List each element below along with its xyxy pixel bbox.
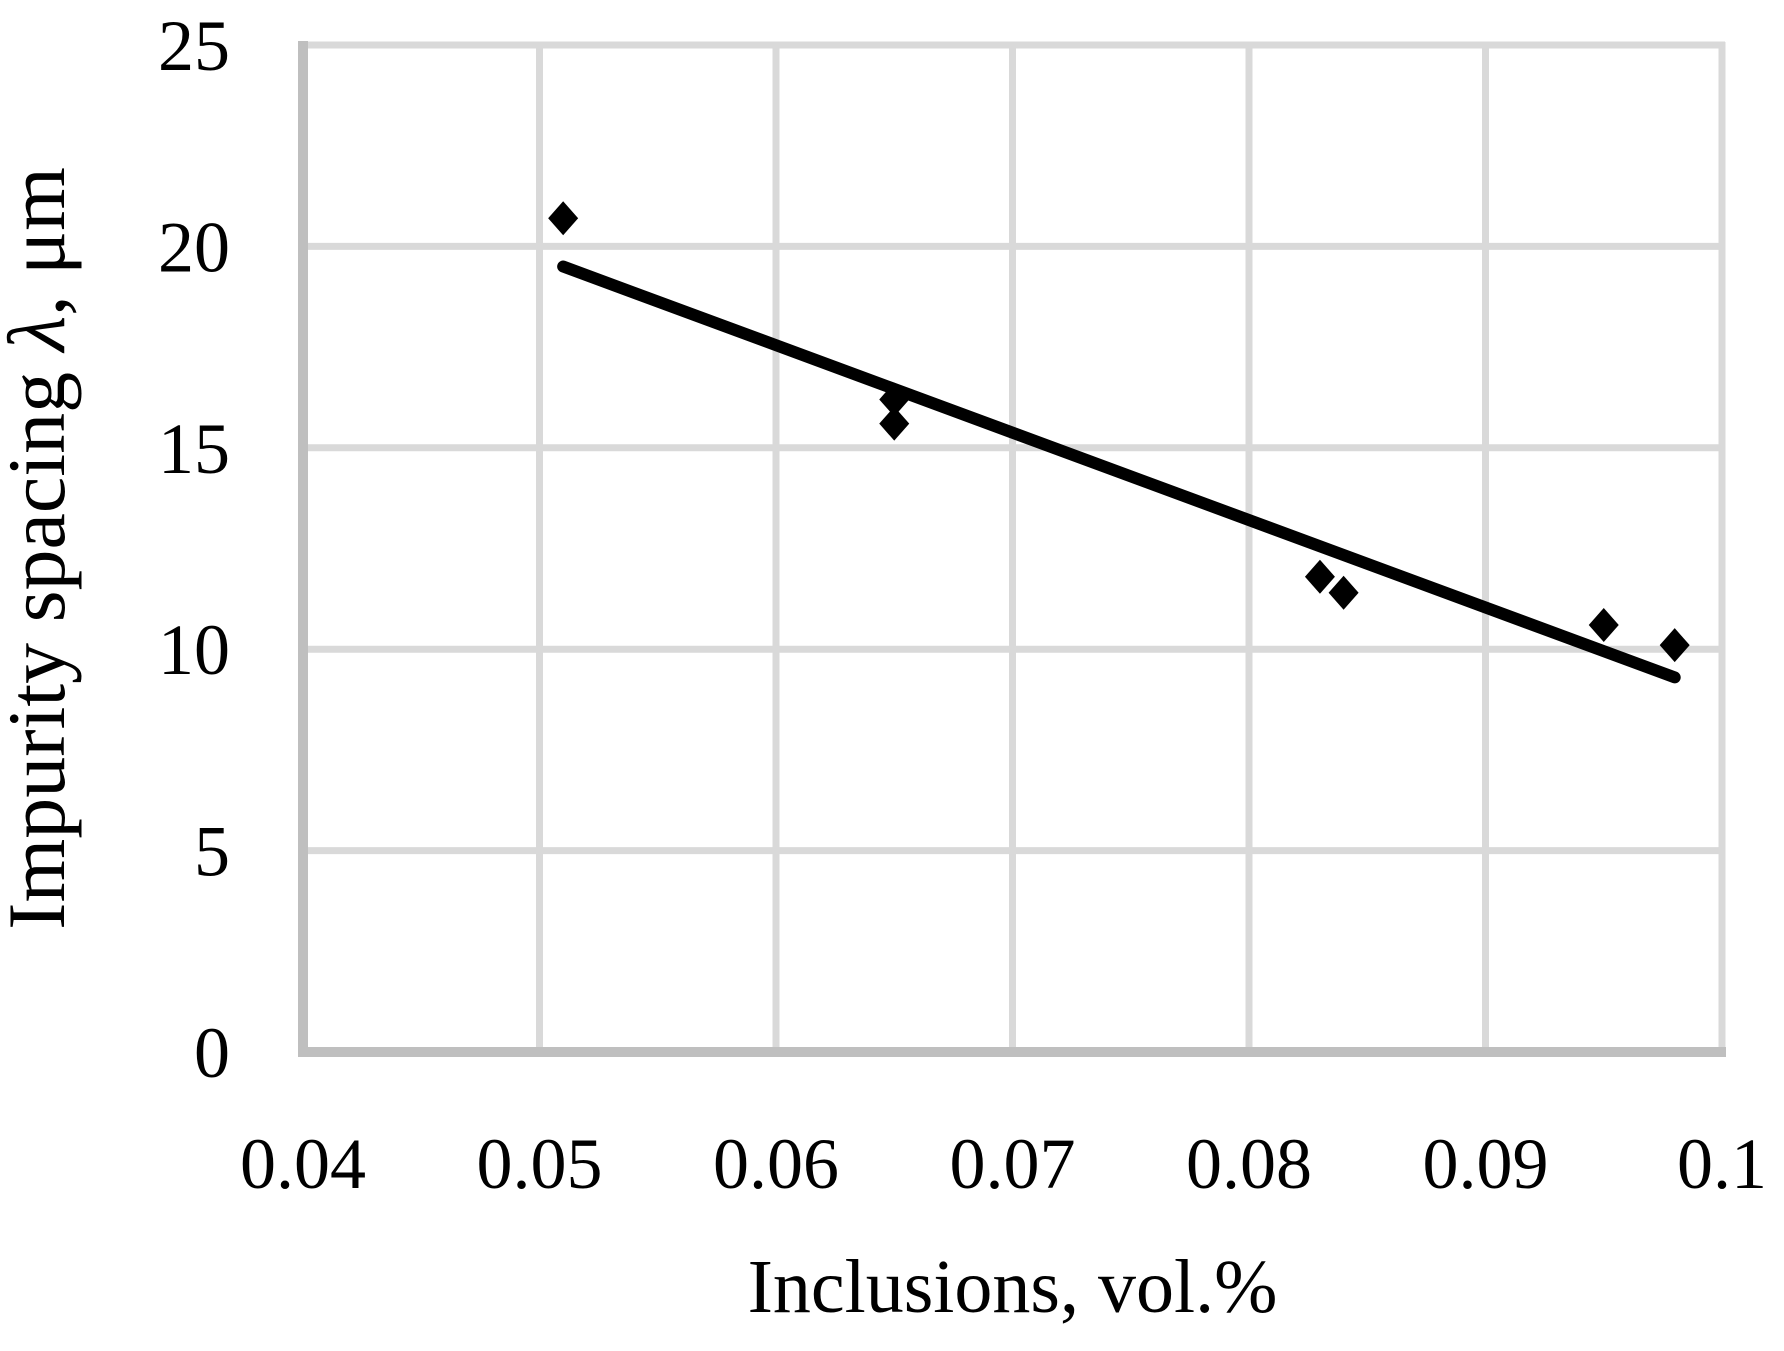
y-axis-title-units: , μm [0, 167, 82, 316]
x-tick-label: 0.05 [477, 1124, 603, 1204]
x-tick-label: 0.04 [240, 1124, 366, 1204]
data-point-marker [1659, 628, 1690, 663]
y-tick-label: 0 [194, 1013, 230, 1093]
x-tick-label: 0.07 [950, 1124, 1076, 1204]
data-points [548, 201, 1690, 663]
x-axis-title: Inclusions, vol.% [748, 1245, 1278, 1329]
x-tick-label: 0.06 [713, 1124, 839, 1204]
y-tick-label: 10 [158, 610, 230, 690]
gridlines [299, 41, 1726, 1056]
y-axis-tick-labels: 0 5 10 15 20 25 [158, 6, 230, 1093]
axis-lines [298, 41, 1726, 1057]
data-point-marker [879, 406, 910, 441]
trendline [557, 260, 1681, 684]
x-tick-label: 0.09 [1423, 1124, 1549, 1204]
y-tick-label: 5 [194, 812, 230, 892]
data-point-marker [1304, 559, 1335, 594]
data-point-marker [1328, 575, 1359, 610]
data-point-marker [1588, 608, 1619, 643]
y-tick-label: 15 [158, 409, 230, 489]
x-tick-label: 0.1 [1677, 1124, 1767, 1204]
data-point-marker [879, 382, 910, 417]
y-tick-label: 25 [158, 6, 230, 86]
y-axis-title-text: Impurity spacing [0, 351, 82, 929]
x-axis-tick-labels: 0.04 0.05 0.06 0.07 0.08 0.09 0.1 [240, 1124, 1767, 1204]
x-tick-label: 0.08 [1186, 1124, 1312, 1204]
y-tick-label: 20 [158, 207, 230, 287]
y-axis-title: Impurity spacing λ, μm [0, 167, 82, 930]
data-point-marker [548, 201, 579, 236]
lambda-symbol: λ [0, 316, 82, 354]
